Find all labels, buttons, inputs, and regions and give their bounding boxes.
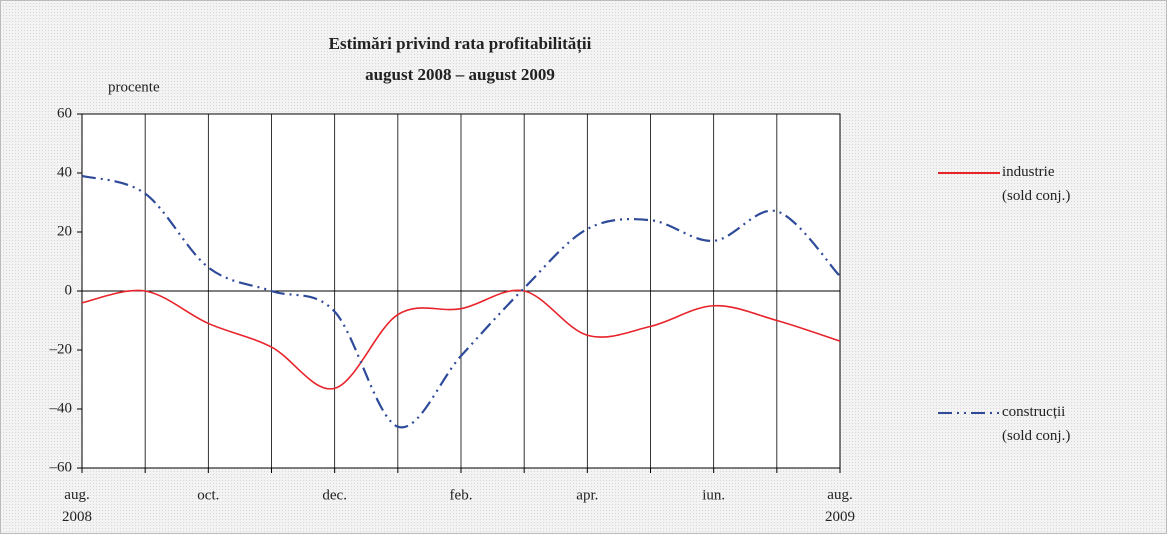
x-tick-label: feb. (450, 487, 473, 503)
legend-label: industrie (sold conj.) (1002, 164, 1070, 204)
x-tick-label: iun. (702, 487, 725, 503)
y-tick-label: –60 (49, 459, 73, 475)
legend-label: construcții (sold conj.) (1002, 404, 1070, 444)
y-tick-label: 60 (57, 105, 72, 121)
x-tick-label: dec. (322, 487, 347, 503)
x-tick-label: oct. (197, 487, 219, 503)
y-tick-label: 0 (65, 282, 73, 298)
series-line (81, 289, 841, 390)
x-tick-label: apr. (576, 487, 598, 503)
y-tick-label: –40 (49, 400, 73, 416)
y-tick-label: 40 (57, 164, 72, 180)
chart-title: Estimări privind rata profitabilității (329, 34, 592, 54)
y-axis-label: procente (108, 79, 160, 95)
y-tick-label: 20 (57, 223, 72, 239)
series-line (81, 174, 841, 429)
x-tick-label: aug. 2008 (62, 487, 92, 525)
chart-subtitle: august 2008 – august 2009 (365, 65, 555, 84)
x-tick-label: aug. 2009 (825, 487, 855, 525)
y-tick-label: –20 (49, 341, 73, 357)
